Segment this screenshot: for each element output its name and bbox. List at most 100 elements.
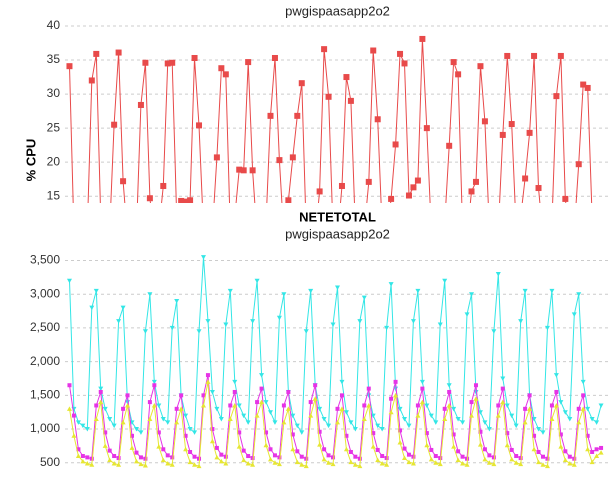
point-marker — [142, 462, 148, 468]
point-marker — [540, 234, 546, 240]
point-marker — [281, 403, 286, 408]
point-marker — [236, 166, 243, 173]
point-marker — [473, 383, 478, 388]
point-marker — [183, 413, 189, 419]
point-marker — [219, 452, 224, 457]
point-marker — [504, 403, 510, 408]
point-marker — [518, 456, 523, 461]
point-marker — [223, 322, 229, 328]
point-marker — [429, 447, 434, 452]
point-marker — [299, 454, 304, 459]
point-marker — [281, 419, 287, 425]
point-marker — [455, 71, 462, 78]
point-marker — [259, 373, 265, 378]
point-marker — [151, 379, 157, 385]
point-marker — [589, 214, 595, 220]
point-marker — [133, 458, 139, 464]
point-marker — [411, 454, 416, 459]
point-marker — [446, 142, 453, 149]
point-marker — [267, 112, 274, 119]
point-marker — [111, 423, 117, 429]
point-marker — [75, 241, 81, 247]
point-marker — [357, 456, 362, 461]
point-marker — [562, 457, 568, 463]
point-marker — [330, 322, 336, 328]
point-marker — [553, 402, 559, 408]
point-marker — [419, 35, 426, 42]
point-marker — [277, 455, 282, 460]
point-marker — [486, 460, 492, 465]
point-marker — [263, 220, 269, 226]
point-marker — [107, 227, 113, 233]
point-marker — [558, 432, 563, 437]
point-marker — [240, 167, 247, 174]
point-marker — [232, 379, 238, 385]
point-marker — [218, 416, 224, 422]
point-marker — [393, 392, 399, 398]
point-marker — [553, 373, 559, 378]
point-marker — [379, 460, 385, 466]
point-marker — [125, 234, 131, 240]
point-marker — [455, 457, 461, 463]
point-marker — [267, 456, 273, 462]
point-marker — [500, 376, 506, 381]
point-marker — [499, 131, 506, 138]
point-marker — [120, 178, 127, 185]
point-marker — [544, 325, 550, 331]
point-marker — [75, 453, 81, 459]
point-marker — [272, 420, 278, 425]
point-marker — [227, 288, 233, 294]
point-marker — [388, 409, 394, 415]
point-marker — [522, 288, 528, 294]
point-marker — [210, 427, 215, 432]
point-marker — [482, 456, 488, 462]
point-marker — [133, 227, 139, 233]
y-tick-label: 25 — [47, 120, 61, 134]
point-marker — [370, 444, 376, 449]
point-marker — [299, 430, 305, 435]
point-marker — [246, 454, 251, 459]
point-marker — [294, 423, 300, 429]
point-marker — [379, 427, 385, 432]
point-marker — [165, 460, 171, 466]
point-marker — [335, 285, 340, 290]
point-marker — [183, 446, 189, 452]
point-marker — [102, 241, 108, 247]
point-marker — [325, 93, 332, 100]
point-marker — [526, 129, 533, 136]
point-marker — [514, 454, 519, 459]
point-marker — [410, 319, 416, 324]
point-marker — [116, 319, 122, 324]
point-marker — [116, 456, 121, 461]
point-marker — [151, 234, 157, 240]
point-marker — [179, 393, 184, 398]
point-marker — [250, 456, 255, 461]
point-marker — [187, 197, 194, 203]
point-marker — [298, 80, 305, 87]
point-marker — [160, 457, 166, 463]
point-marker — [491, 329, 497, 334]
point-marker — [343, 410, 349, 415]
point-marker — [102, 406, 108, 412]
point-marker — [112, 454, 117, 459]
point-marker — [285, 197, 292, 203]
point-marker — [393, 379, 398, 384]
point-marker — [316, 188, 323, 195]
point-marker — [214, 406, 220, 412]
point-marker — [478, 429, 483, 434]
point-marker — [549, 416, 555, 421]
point-marker — [477, 410, 483, 415]
point-marker — [237, 430, 242, 435]
point-marker — [518, 461, 524, 467]
point-marker — [531, 446, 537, 452]
point-marker — [536, 449, 541, 454]
point-marker — [227, 416, 233, 421]
point-marker — [437, 322, 443, 328]
point-marker — [290, 446, 296, 452]
point-marker — [549, 288, 555, 294]
point-marker — [245, 460, 251, 466]
point-marker — [201, 393, 206, 398]
point-marker — [580, 81, 587, 88]
point-marker — [339, 379, 345, 385]
point-marker — [419, 399, 425, 405]
